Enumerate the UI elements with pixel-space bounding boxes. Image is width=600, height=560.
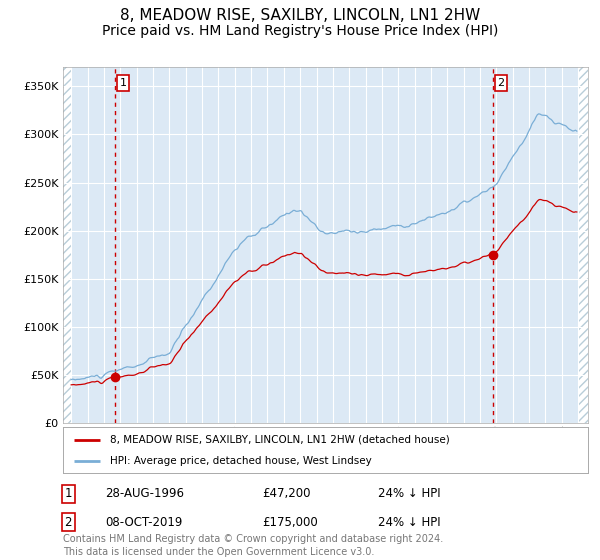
Text: £47,200: £47,200	[263, 487, 311, 500]
Text: £175,000: £175,000	[263, 516, 318, 529]
Text: 24% ↓ HPI: 24% ↓ HPI	[378, 487, 440, 500]
Text: 1: 1	[119, 78, 127, 88]
Bar	[63, 67, 71, 423]
Text: 8, MEADOW RISE, SAXILBY, LINCOLN, LN1 2HW: 8, MEADOW RISE, SAXILBY, LINCOLN, LN1 2H…	[120, 8, 480, 24]
Text: 24% ↓ HPI: 24% ↓ HPI	[378, 516, 440, 529]
Text: 28-AUG-1996: 28-AUG-1996	[105, 487, 184, 500]
Text: Contains HM Land Registry data © Crown copyright and database right 2024.
This d: Contains HM Land Registry data © Crown c…	[63, 534, 443, 557]
Text: 08-OCT-2019: 08-OCT-2019	[105, 516, 182, 529]
Text: 1: 1	[65, 487, 72, 500]
Text: HPI: Average price, detached house, West Lindsey: HPI: Average price, detached house, West…	[110, 456, 372, 466]
Text: 8, MEADOW RISE, SAXILBY, LINCOLN, LN1 2HW (detached house): 8, MEADOW RISE, SAXILBY, LINCOLN, LN1 2H…	[110, 435, 450, 445]
Text: 2: 2	[497, 78, 505, 88]
Text: Price paid vs. HM Land Registry's House Price Index (HPI): Price paid vs. HM Land Registry's House …	[102, 24, 498, 38]
Bar	[578, 67, 588, 423]
Text: 2: 2	[65, 516, 72, 529]
